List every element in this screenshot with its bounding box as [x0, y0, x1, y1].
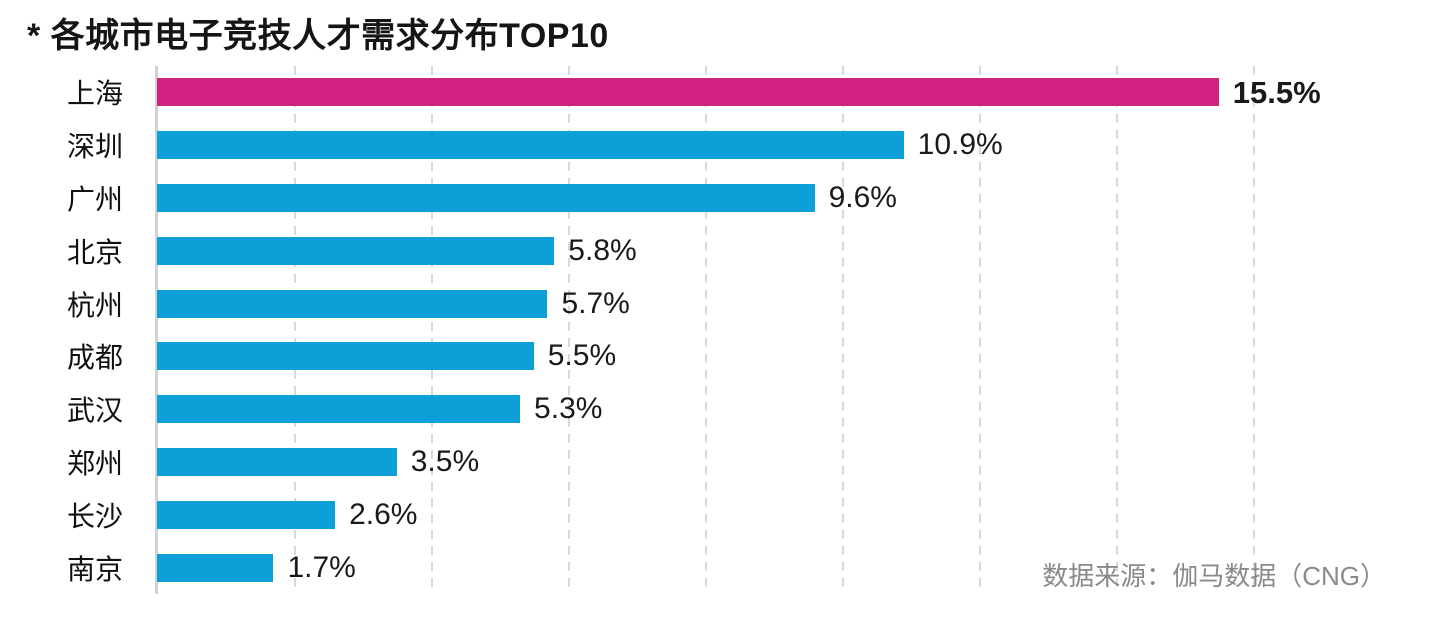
bar [157, 342, 534, 371]
bar-row: 9.6% [157, 172, 1390, 225]
category-label: 上海 [66, 78, 123, 110]
value-label: 15.5% [1232, 74, 1321, 110]
y-axis-line [155, 66, 158, 594]
data-source-note: 数据来源：伽马数据（CNG） [1042, 561, 1386, 591]
gridline-4 [430, 66, 433, 594]
category-label: 武汉 [66, 395, 123, 427]
bar-row: 3.5% [157, 436, 1390, 489]
gridline-6 [568, 66, 570, 594]
value-label: 5.3% [534, 392, 603, 426]
bar-row: 5.5% [157, 330, 1390, 383]
bar-row: 2.6% [157, 488, 1390, 541]
category-label: 南京 [66, 553, 123, 585]
bar-row: 5.7% [157, 277, 1390, 330]
bar [157, 395, 521, 424]
value-label: 10.9% [917, 128, 1003, 162]
bar [157, 131, 904, 160]
gridline-12 [979, 66, 981, 594]
bar [157, 183, 815, 212]
bar-row: 5.3% [157, 383, 1390, 436]
chart-title: * 各城市电子竞技人才需求分布TOP10 [27, 17, 609, 55]
gridline-10 [842, 66, 844, 594]
category-label: 成都 [66, 342, 123, 374]
bar [157, 500, 336, 529]
bar-row: 5.8% [157, 224, 1390, 277]
category-label: 深圳 [66, 131, 123, 163]
category-labels-column: 上海深圳广州北京杭州成都武汉郑州长沙南京 [0, 66, 140, 594]
value-label: 5.8% [568, 233, 637, 267]
value-label: 3.5% [410, 444, 480, 478]
plot-area: 15.5% 10.9% 9.6% 5.8% 5.7% 5.5% 5.3% 3.5% 2.6% 1.… [155, 66, 1390, 594]
value-label: 9.6% [828, 180, 897, 214]
category-label: 广州 [66, 183, 123, 215]
bar [157, 553, 274, 582]
bar-row: 1.7% [157, 541, 1390, 594]
bar-row: 15.5% [157, 66, 1390, 119]
category-label: 长沙 [66, 500, 123, 532]
category-label: 杭州 [66, 289, 123, 321]
category-label: 郑州 [66, 447, 123, 479]
gridline-2 [293, 66, 296, 594]
value-label: 5.5% [547, 339, 617, 373]
value-label: 1.7% [287, 550, 356, 584]
gridline-16 [1252, 66, 1255, 594]
bar [157, 78, 1219, 107]
value-label: 2.6% [349, 497, 418, 531]
bar [157, 447, 397, 476]
category-label: 北京 [66, 236, 123, 268]
bar-row: 10.9% [157, 119, 1390, 172]
bar [157, 289, 548, 318]
value-label: 5.7% [561, 286, 630, 320]
bar [157, 236, 555, 265]
gridline-8 [704, 66, 707, 594]
gridline-14 [1116, 66, 1118, 594]
bar-rows-container: 15.5% 10.9% 9.6% 5.8% 5.7% 5.5% 5.3% 3.5% 2.6% 1.… [157, 66, 1390, 594]
